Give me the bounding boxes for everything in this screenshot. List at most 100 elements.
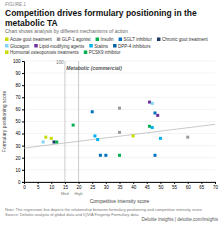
legend-item: Chronic gout treatment: [157, 37, 209, 42]
x-tick-label: 60: [186, 185, 192, 190]
legend-label: Lipid-modifying agents: [39, 44, 85, 49]
point: [55, 141, 58, 144]
y-tick: 40: [15, 131, 24, 136]
grid-line: [24, 73, 215, 74]
x-tick-label: 70: [213, 185, 219, 190]
legend-swatch: [84, 51, 88, 55]
point: [99, 154, 102, 157]
point: [186, 136, 189, 139]
y-tick: 20: [15, 156, 24, 161]
legend-item: Statins: [89, 44, 109, 49]
x-tick-mark: [106, 182, 107, 184]
legend-label: PCSK9 inhibitor: [89, 50, 121, 55]
point: [132, 134, 135, 137]
plot-marks: [24, 61, 215, 182]
y-tick: 60: [15, 107, 24, 112]
subtitle: Chart shows analysis by different mechan…: [5, 28, 128, 34]
text-line: Competition drives formulary positioning…: [5, 8, 197, 18]
note: Source: Deloitte analysis of global data…: [5, 212, 139, 217]
y-tick: 80: [15, 83, 24, 88]
point: [151, 126, 154, 129]
point: [151, 102, 154, 105]
legend-label: Glucagon: [10, 44, 30, 49]
point: [96, 138, 99, 141]
y-tick-label: 80: [15, 83, 21, 88]
title: Competition drives formulary positioning…: [5, 8, 197, 28]
regression-line: [24, 124, 215, 148]
legend-label: DPP-4 inhibitors: [118, 44, 151, 49]
vline: [64, 61, 65, 182]
y-tick-label: 70: [15, 95, 21, 100]
point: [44, 136, 47, 139]
legend-label: GLP-1 agonist: [62, 37, 92, 42]
x-tick-mark: [38, 182, 39, 184]
x-tick-mark: [215, 182, 216, 184]
x-tick-mark: [147, 182, 148, 184]
x-tick: 60: [186, 182, 192, 190]
legend-label: Hormonal osteoporosis treatments: [10, 50, 80, 55]
grid-line: [24, 121, 215, 122]
vline-label: Med: [61, 191, 69, 196]
legend-swatch: [119, 38, 123, 42]
y-axis-title: Formulary positioning score: [1, 91, 7, 153]
point: [156, 114, 159, 117]
x-tick-mark: [201, 182, 202, 184]
x-tick-label: 20: [77, 185, 83, 190]
legend-item: Glucagon: [5, 44, 30, 49]
legend-item: SGLT inhibitor: [119, 37, 153, 42]
x-axis-title: Competitive intensity score: [90, 198, 150, 204]
point: [53, 141, 56, 144]
grid-line: [24, 145, 215, 146]
x-tick-label: 0: [23, 185, 26, 190]
legend-item: PCSK9 inhibitor: [84, 50, 121, 55]
figure-label: FIGURE 1: [5, 2, 26, 7]
top-label: 100: [56, 60, 64, 65]
chart: FIGURE 1Competition drives formulary pos…: [0, 0, 223, 225]
y-tick-mark: [22, 146, 24, 147]
y-tick-label: 10: [15, 168, 21, 173]
x-tick-mark: [133, 182, 134, 184]
y-tick: 10: [15, 168, 24, 173]
point: [153, 154, 156, 157]
point: [148, 101, 151, 104]
legend-swatch: [5, 44, 9, 48]
grid-line: [24, 61, 215, 62]
grid-line: [24, 97, 215, 98]
x-tick-label: 50: [158, 185, 164, 190]
text-line: metabolic TA: [5, 18, 58, 28]
legend-item: GLP-1 agonist: [57, 37, 92, 42]
x-tick-label: 25: [90, 185, 96, 190]
y-tick-label: 60: [15, 107, 21, 112]
y-tick-label: 50: [15, 119, 21, 124]
legend-item: Hormonal osteoporosis treatments: [5, 50, 80, 55]
x-tick-label: 35: [117, 185, 123, 190]
point: [42, 141, 45, 144]
chart-container: FIGURE 1Competition drives formulary pos…: [0, 0, 223, 225]
y-tick-mark: [22, 61, 24, 62]
x-tick: 45: [145, 182, 151, 190]
x-tick-label: 55: [172, 185, 178, 190]
point: [50, 137, 53, 140]
x-tick-mark: [65, 182, 66, 184]
point: [159, 137, 162, 140]
y-tick-mark: [22, 73, 24, 74]
x-tick-mark: [51, 182, 52, 184]
point: [118, 154, 121, 157]
y-axis: 0102030405060708090100: [13, 59, 25, 185]
legend-item: Acute gout treatment: [5, 37, 53, 42]
legend-swatch: [96, 38, 100, 42]
x-tick-label: 30: [104, 185, 110, 190]
x-tick: 70: [213, 182, 219, 190]
text-line: Source: Deloitte analysis of global data…: [5, 212, 139, 217]
legend-swatch: [57, 38, 61, 42]
legend-label: Chronic gout treatment: [162, 37, 209, 42]
x-tick-mark: [79, 182, 80, 184]
y-tick-mark: [22, 182, 24, 183]
x-tick-label: 15: [63, 185, 69, 190]
x-tick: 10: [49, 182, 55, 190]
x-tick: 65: [199, 182, 205, 190]
point: [118, 131, 121, 134]
point: [104, 154, 107, 157]
grid-line: [24, 85, 215, 86]
x-tick: 25: [90, 182, 96, 190]
